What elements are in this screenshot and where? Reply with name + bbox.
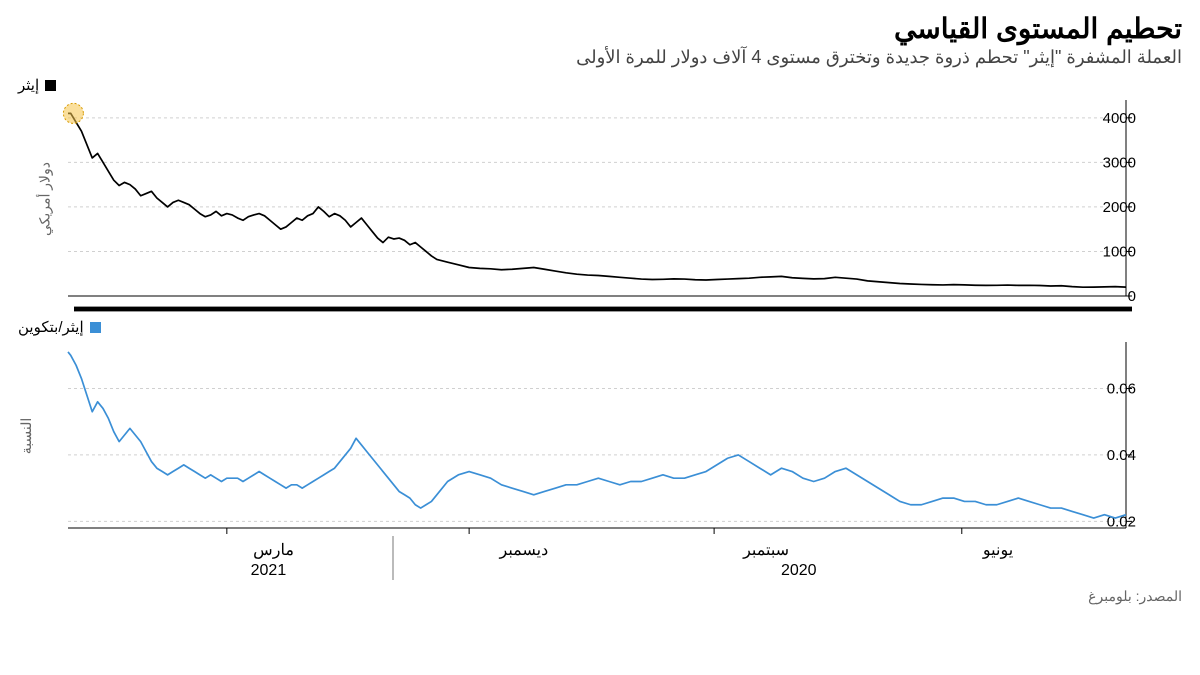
legend-bottom-label: إيثر/بتكوين (18, 318, 84, 336)
top-y-axis-label: دولار أمريكي (37, 162, 54, 236)
svg-text:4000: 4000 (1103, 110, 1136, 127)
chart-subtitle: العملة المشفرة "إيثر" تحطم ذروة جديدة وت… (18, 47, 1182, 68)
legend-bottom: إيثر/بتكوين (18, 318, 1182, 336)
year-divider (392, 536, 393, 580)
svg-text:2000: 2000 (1103, 199, 1136, 216)
legend-swatch-icon (90, 322, 101, 333)
bottom-chart: النسبة 0.020.040.06 (18, 336, 1182, 536)
svg-text:0.06: 0.06 (1107, 381, 1136, 398)
svg-text:0.04: 0.04 (1107, 447, 1136, 464)
svg-text:1000: 1000 (1103, 243, 1136, 260)
legend-top: إيثر (18, 76, 1182, 94)
svg-text:0: 0 (1128, 288, 1136, 304)
x-month-label: مارس (253, 540, 294, 560)
chart-divider (74, 306, 1132, 312)
x-year-label: 2021 (251, 562, 287, 580)
top-chart: دولار أمريكي 0 1000 2000 3000 4000 (18, 94, 1182, 304)
x-year-label: 2020 (781, 562, 817, 580)
bottom-y-axis-label: النسبة (18, 418, 35, 455)
svg-text:3000: 3000 (1103, 154, 1136, 171)
x-month-label: سبتمبر (743, 540, 789, 560)
legend-swatch-icon (45, 80, 56, 91)
legend-top-label: إيثر (18, 76, 39, 94)
chart-title: تحطيم المستوى القياسي (18, 12, 1182, 45)
x-month-label: يونيو (983, 540, 1013, 560)
x-month-label: ديسمبر (499, 540, 548, 560)
chart-source: المصدر: بلومبرغ (18, 588, 1182, 605)
x-axis: يونيو سبتمبر ديسمبر مارس 2020 2021 (74, 536, 1132, 584)
